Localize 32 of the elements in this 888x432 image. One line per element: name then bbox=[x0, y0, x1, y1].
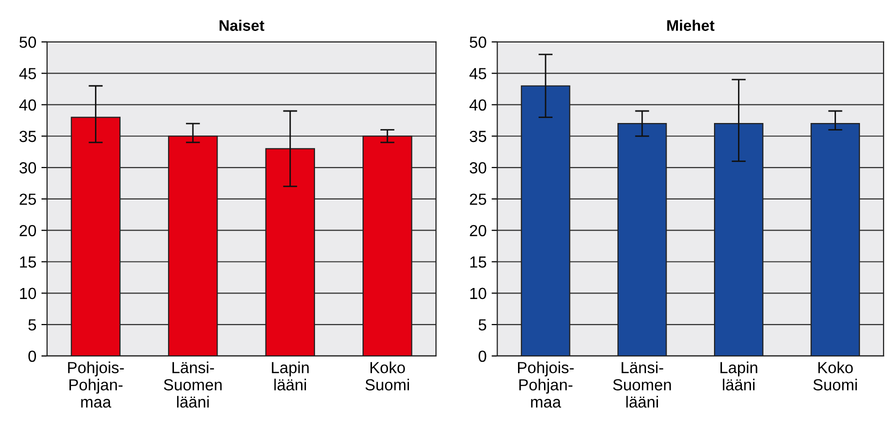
y-tick-label: 20 bbox=[470, 224, 486, 236]
y-tick-label: 30 bbox=[470, 162, 486, 174]
y-tick-label: 30 bbox=[19, 162, 36, 174]
y-tick-label: 15 bbox=[470, 256, 486, 268]
x-tick-label: Koko Suomi bbox=[365, 362, 409, 390]
y-tick-label: 15 bbox=[20, 256, 36, 268]
y-tick-label: 50 bbox=[470, 36, 486, 48]
x-tick-label: Lapin lääni bbox=[272, 362, 309, 390]
y-tick-label: 25 bbox=[470, 194, 486, 205]
y-tick-label: 40 bbox=[469, 99, 486, 111]
y-tick-label: 45 bbox=[19, 68, 36, 80]
x-tick-label: Koko Suomi bbox=[813, 362, 857, 390]
x-tick-label: Lapin lääni bbox=[720, 362, 758, 390]
y-tick-label: 35 bbox=[19, 130, 36, 142]
y-tick-label: 40 bbox=[19, 99, 36, 111]
y-tick-label: 10 bbox=[20, 288, 36, 300]
y-tick-label: 0 bbox=[478, 350, 486, 362]
x-tick-label: Pohjois- Pohjan- maa bbox=[68, 362, 124, 408]
y-tick-label: 0 bbox=[28, 350, 36, 362]
x-tick-label: Pohjois- Pohjan- maa bbox=[518, 362, 574, 408]
chart-title: Naiset bbox=[220, 20, 264, 31]
y-tick-label: 45 bbox=[469, 68, 486, 80]
y-tick-label: 35 bbox=[470, 130, 486, 142]
x-tick-label: Länsi- Suomen lääni bbox=[164, 362, 222, 408]
y-tick-label: 5 bbox=[28, 319, 36, 331]
y-tick-label: 25 bbox=[20, 194, 36, 205]
y-tick-label: 50 bbox=[20, 36, 36, 48]
y-tick-label: 20 bbox=[20, 224, 36, 236]
chart-title: Miehet bbox=[667, 20, 714, 31]
y-tick-label: 5 bbox=[478, 319, 486, 331]
y-tick-label: 10 bbox=[470, 288, 486, 300]
x-tick-label: Länsi- Suomen lääni bbox=[613, 362, 671, 408]
